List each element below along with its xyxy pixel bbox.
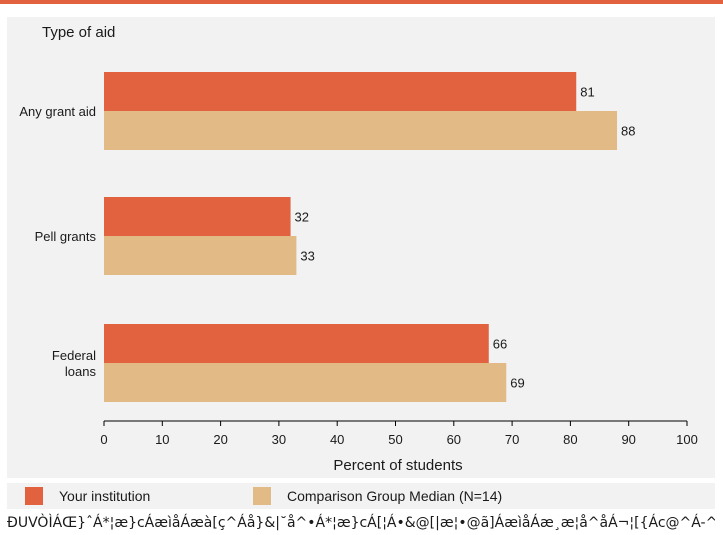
chart-legend: Your institution Comparison Group Median…: [7, 483, 715, 509]
x-tick-label-90: 90: [621, 432, 635, 447]
data-label-comparison-1: 33: [300, 249, 314, 264]
bar-institution-2: [104, 324, 489, 363]
chart-title: Type of aid: [42, 24, 115, 41]
bar-institution-1: [104, 197, 291, 236]
x-tick-label-50: 50: [388, 432, 402, 447]
footnote: ÐUVÒÌÁŒ}ˆÁ*¦æ}cÁæìåÁæà[ç^Áå}&|˘å^•Á*¦æ}c…: [7, 515, 715, 531]
legend-label-institution: Your institution: [59, 488, 151, 504]
category-label-1: Pell grants: [35, 229, 97, 244]
legend-label-comparison: Comparison Group Median (N=14): [287, 488, 503, 504]
x-tick-label-70: 70: [505, 432, 519, 447]
data-label-institution-0: 81: [580, 85, 594, 100]
x-tick-label-30: 30: [272, 432, 286, 447]
bar-chart: Type of aid 81 88 Any grant aid 32 33 Pell gr…: [19, 24, 698, 474]
x-tick-label-80: 80: [563, 432, 577, 447]
data-label-institution-2: 66: [493, 337, 507, 352]
x-tick-label-20: 20: [213, 432, 227, 447]
chart-panel: Type of aid 81 88 Any grant aid 32 33 Pell gr…: [7, 17, 715, 478]
data-label-institution-1: 32: [295, 210, 309, 225]
data-label-comparison-2: 69: [510, 376, 524, 391]
legend-item-institution: Your institution: [25, 487, 150, 505]
data-label-comparison-0: 88: [621, 124, 635, 139]
category-label-2-line-1: loans: [65, 364, 97, 379]
category-label-0: Any grant aid: [19, 104, 96, 119]
x-tick-label-40: 40: [330, 432, 344, 447]
top-accent-bar: [0, 0, 723, 4]
category-label-2-line-0: Federal: [52, 348, 96, 363]
x-tick-label-10: 10: [155, 432, 169, 447]
bar-comparison-0: [104, 111, 618, 150]
x-tick-label-100: 100: [676, 432, 698, 447]
x-tick-label-60: 60: [447, 432, 461, 447]
legend-swatch-comparison: [253, 487, 271, 505]
x-axis-title: Percent of students: [333, 457, 462, 474]
legend-swatch-institution: [25, 487, 43, 505]
bar-comparison-2: [104, 363, 507, 402]
bar-institution-0: [104, 72, 577, 111]
bar-comparison-1: [104, 236, 297, 275]
x-tick-label-0: 0: [100, 432, 107, 447]
legend-item-comparison: Comparison Group Median (N=14): [253, 487, 502, 505]
